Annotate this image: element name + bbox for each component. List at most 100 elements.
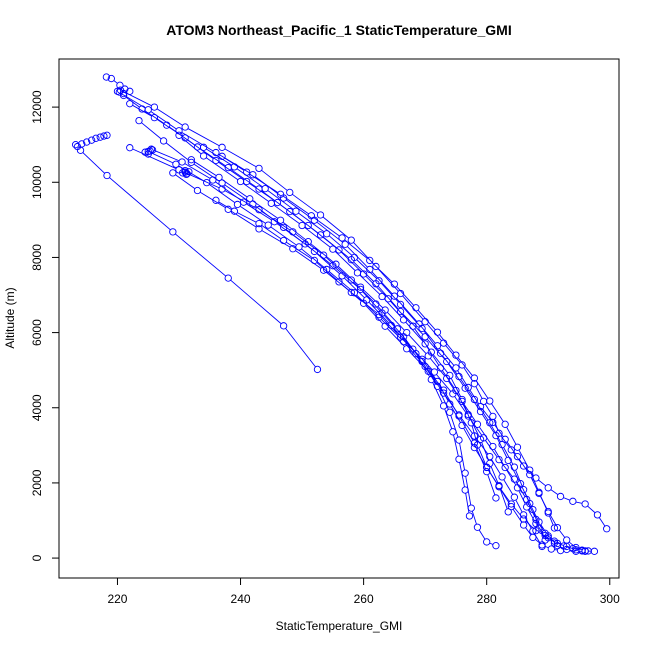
data-point	[492, 494, 500, 502]
series-segment	[307, 245, 331, 265]
x-tick-label: 220	[107, 592, 127, 606]
y-tick-label: 12000	[30, 90, 44, 124]
series-segment	[295, 250, 322, 269]
data-point	[452, 386, 460, 395]
data-point	[329, 245, 337, 253]
series-segment	[481, 442, 490, 461]
data-point	[470, 380, 479, 388]
series-segment	[224, 184, 251, 203]
data-point	[390, 292, 399, 300]
data-point	[541, 531, 549, 540]
series-segment	[405, 321, 424, 342]
data-point	[163, 121, 171, 129]
data-point	[415, 320, 423, 328]
x-tick-label: 260	[354, 592, 374, 606]
data-point	[424, 367, 432, 375]
y-tick-label: 10000	[30, 165, 44, 199]
data-point	[443, 357, 451, 366]
series-segment	[205, 157, 239, 181]
data-point	[498, 473, 506, 481]
series-segment	[353, 242, 375, 265]
series-segment	[310, 243, 334, 263]
data-point	[538, 542, 546, 551]
series-segment	[301, 248, 325, 268]
data-point	[455, 455, 463, 463]
data-point	[236, 177, 245, 186]
series-segment	[478, 447, 486, 465]
series-segment	[239, 205, 266, 224]
data-point	[556, 546, 565, 555]
series-segment	[500, 489, 511, 505]
data-point	[356, 283, 365, 291]
series-segment	[503, 447, 514, 465]
data-point	[418, 355, 426, 363]
series-segment	[587, 505, 596, 514]
data-point	[535, 488, 543, 496]
data-point	[424, 352, 432, 360]
data-point	[356, 285, 365, 294]
data-point	[119, 91, 128, 100]
data-point	[544, 484, 552, 492]
series-segment	[334, 267, 359, 288]
series-segment	[261, 211, 291, 231]
series-segment	[393, 327, 412, 348]
series-segment	[353, 281, 374, 303]
series-segment	[456, 393, 468, 412]
data-point	[556, 492, 565, 501]
series-2	[76, 146, 322, 374]
data-point	[550, 539, 559, 547]
series-segment	[478, 426, 492, 445]
series-segment	[316, 262, 337, 281]
data-point	[529, 505, 537, 514]
data-point	[103, 171, 111, 180]
series-segment	[383, 315, 402, 335]
data-point	[212, 196, 220, 204]
series-segment	[242, 182, 269, 202]
data-point	[264, 221, 272, 229]
data-point	[470, 443, 479, 452]
data-point	[507, 446, 515, 454]
series-segment	[540, 530, 545, 538]
data-point	[495, 481, 503, 490]
data-point	[103, 131, 111, 139]
data-point	[519, 462, 528, 470]
series-segment	[506, 426, 517, 445]
data-point	[544, 509, 552, 517]
data-point	[381, 306, 389, 314]
series-segment	[465, 493, 470, 513]
series-segment	[187, 128, 220, 147]
data-point	[455, 372, 463, 381]
data-point	[178, 158, 186, 166]
series-segment	[113, 80, 118, 84]
data-point	[412, 349, 420, 358]
series-segment	[285, 328, 316, 368]
data-point	[581, 500, 589, 508]
data-point	[412, 304, 420, 312]
data-point	[519, 486, 528, 494]
series-segment	[353, 261, 374, 282]
data-point	[421, 333, 429, 341]
data-point	[246, 195, 254, 203]
series-segment	[490, 425, 501, 443]
series-segment	[362, 291, 381, 311]
series-segment	[475, 386, 483, 399]
data-point	[584, 547, 592, 555]
series-segment	[396, 286, 415, 306]
data-point	[298, 221, 306, 230]
data-point	[375, 277, 383, 285]
x-tick-label: 300	[600, 592, 620, 606]
series-7	[126, 100, 586, 555]
series-1	[71, 131, 111, 151]
series-16	[141, 146, 157, 158]
series-6	[119, 91, 589, 555]
data-point	[501, 435, 509, 443]
series-segment	[535, 539, 540, 544]
series-segment	[559, 529, 566, 538]
data-point	[169, 169, 177, 177]
series-segment	[439, 347, 455, 366]
data-point	[353, 269, 362, 277]
data-point	[181, 166, 189, 175]
data-point	[396, 333, 405, 341]
data-point	[541, 536, 549, 544]
